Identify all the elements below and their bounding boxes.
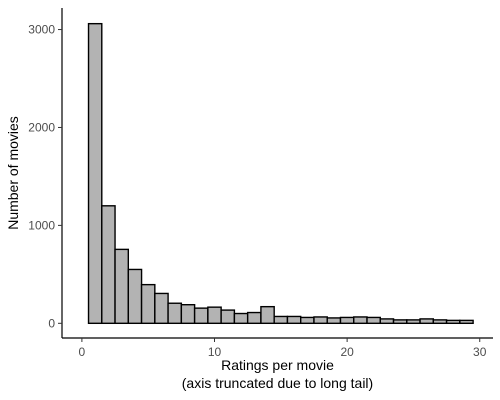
histogram-bar [339,316,355,325]
histogram-bar [313,316,328,325]
histogram-bar [127,268,143,325]
y-axis-ticks: 0 1000 2000 3000 [28,23,62,330]
histogram-bar [220,309,236,325]
histogram-bar [140,283,156,325]
x-tick-label: 30 [473,345,487,359]
y-tick-label: 2000 [28,120,55,134]
histogram-bar [167,302,183,325]
histogram-bar [233,312,249,325]
histogram-bar [260,305,275,325]
y-tick-label: 1000 [28,218,55,232]
histogram-bar [366,316,381,325]
histogram-bar [87,22,103,325]
histogram-bar [193,307,209,325]
histogram-bars [87,22,474,325]
histogram-bar [353,316,368,325]
x-axis-title-note: (axis truncated due to long tail) [182,375,373,391]
y-axis-title: Number of movies [5,116,21,230]
histogram-bar [273,315,289,325]
histogram-bar [154,292,169,325]
histogram-bar [432,319,448,325]
histogram-bar [114,248,130,325]
x-tick-label: 0 [79,345,86,359]
x-axis-title: Ratings per movie [221,357,334,373]
histogram-bar [379,318,395,325]
x-axis-ticks: 0 10 20 30 [79,338,487,359]
histogram-bar [300,316,315,325]
histogram-bar [180,304,196,325]
histogram-bar [246,311,262,325]
histogram-bar [392,319,408,325]
y-tick-label: 0 [48,316,55,330]
histogram-bar [419,318,435,325]
histogram-bar [406,319,421,325]
x-tick-label: 20 [340,345,354,359]
histogram-bar [286,315,302,325]
histogram-bar [459,319,474,325]
histogram-bar [207,306,222,325]
histogram-bar [445,319,461,325]
histogram-bar [326,317,342,325]
x-tick-label: 10 [208,345,222,359]
histogram-bar [101,205,116,325]
y-tick-label: 3000 [28,23,55,37]
